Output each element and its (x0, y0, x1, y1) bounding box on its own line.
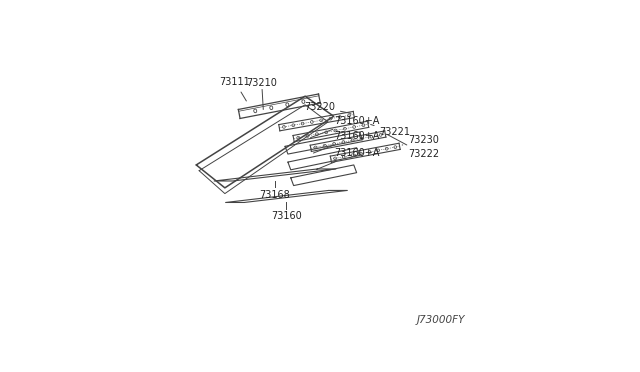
Text: 73160+A: 73160+A (310, 116, 379, 138)
Text: J73000FY: J73000FY (417, 315, 465, 326)
Text: 73160+A: 73160+A (316, 148, 379, 170)
Text: 73220: 73220 (304, 102, 351, 113)
Text: 73160+A: 73160+A (314, 131, 379, 153)
Text: 73111: 73111 (220, 77, 250, 101)
Text: 73160: 73160 (271, 211, 302, 221)
Text: 73221: 73221 (371, 125, 410, 137)
Text: 73222: 73222 (388, 135, 439, 159)
Text: 73230: 73230 (402, 135, 439, 145)
Text: 73168: 73168 (260, 190, 291, 200)
Text: 73210: 73210 (246, 78, 278, 88)
